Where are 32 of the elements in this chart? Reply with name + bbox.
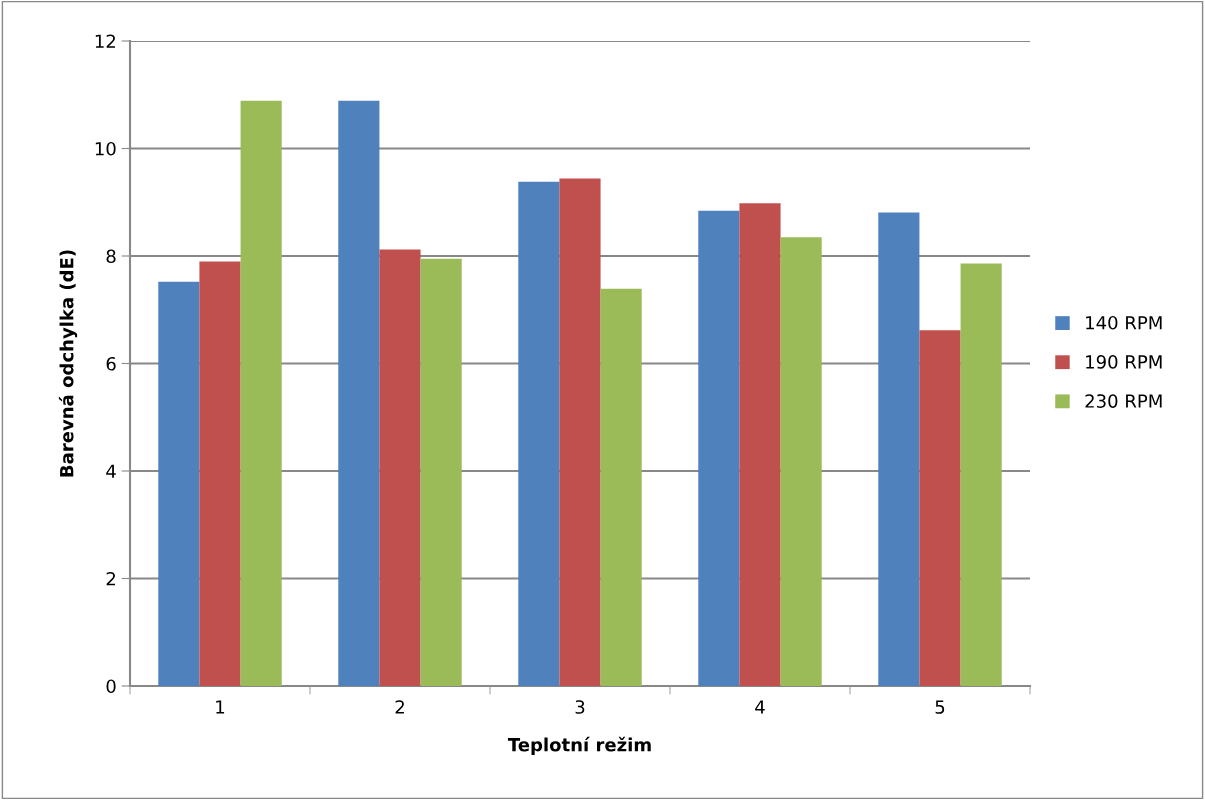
bar <box>158 281 200 686</box>
bar <box>960 263 1002 686</box>
bar <box>559 178 601 686</box>
legend-label: 190 RPM <box>1086 355 1162 369</box>
y-tick-label: 4 <box>106 464 116 478</box>
y-tick-label: 10 <box>95 141 116 156</box>
x-tick-label: 2 <box>395 700 404 714</box>
bar <box>379 249 421 686</box>
bar <box>878 212 920 686</box>
bar <box>240 100 282 686</box>
x-axis-title: Teplotní režim <box>507 736 651 755</box>
bar <box>518 181 560 686</box>
x-tick-label: 5 <box>935 700 945 714</box>
bar <box>698 210 740 686</box>
y-tick-label: 12 <box>95 34 115 48</box>
bar <box>420 258 462 686</box>
x-tick-label: 1 <box>216 700 225 714</box>
y-tick-label: 6 <box>106 356 116 371</box>
y-tick-label: 8 <box>106 249 116 264</box>
bar <box>780 237 822 686</box>
y-axis-title: Barevná odchylka (dE) <box>58 250 78 477</box>
bar <box>739 203 781 686</box>
legend-label: 230 RPM <box>1085 394 1162 408</box>
bar <box>919 330 961 686</box>
y-tick-label: 2 <box>106 571 115 586</box>
bar <box>600 288 642 686</box>
bar <box>338 100 380 686</box>
legend-label: 140 RPM <box>1086 315 1162 330</box>
y-tick-label: 0 <box>106 679 116 694</box>
x-tick-label: 4 <box>755 700 765 714</box>
bar <box>199 261 241 686</box>
x-tick-label: 3 <box>575 700 585 714</box>
